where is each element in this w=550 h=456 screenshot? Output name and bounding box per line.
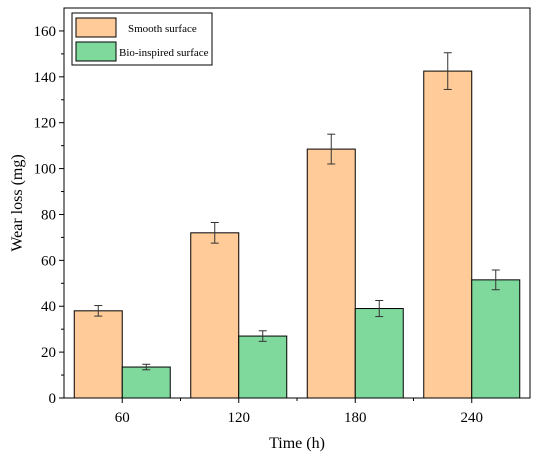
bars-layer [73,70,521,399]
error-bar-series-0-cat-1 [210,222,219,244]
error-bar-series-1-cat-3 [491,269,500,291]
legend: Smooth surface Bio-inspired surface [71,12,213,66]
y-tick-label: 40 [41,299,56,315]
x-tick-label: 180 [344,410,367,426]
y-axis-title: Wear loss (mg) [9,154,26,251]
error-bar-series-1-cat-0 [142,363,151,371]
y-tick-label: 20 [41,345,56,361]
x-axis-title: Time (h) [269,435,325,452]
legend-label-bio: Bio-inspired surface [119,47,209,59]
bar-series-1-cat-2 [354,308,404,399]
legend-swatch-smooth [75,17,117,38]
y-tick-label: 0 [49,391,57,407]
bar-series-0-cat-3 [423,70,473,399]
x-tick-label: 120 [228,410,251,426]
bar-series-1-cat-1 [238,335,288,399]
x-tick-label: 60 [115,410,130,426]
error-bar-series-0-cat-2 [327,133,336,165]
y-tick-label: 160 [34,24,57,40]
error-bars-layer [94,52,500,371]
x-tick-label: 240 [461,410,484,426]
bar-series-1-cat-0 [121,366,171,399]
y-tick-label: 140 [34,70,57,86]
error-bar-series-0-cat-3 [443,52,452,90]
error-bar-series-0-cat-0 [94,305,103,317]
bar-series-0-cat-0 [73,310,123,399]
y-tick-label: 60 [41,253,56,269]
y-tick-label: 100 [34,162,57,178]
bar-series-0-cat-1 [190,232,240,399]
bar-series-0-cat-2 [306,148,356,399]
y-tick-label: 120 [34,116,57,132]
y-tick-label: 80 [41,207,56,223]
error-bar-series-1-cat-2 [375,300,384,318]
legend-swatch-bio [75,41,117,62]
legend-label-smooth: Smooth surface [128,23,197,35]
error-bar-series-1-cat-1 [258,330,267,342]
bar-series-1-cat-3 [471,279,521,399]
axes-layer: 0 20 40 60 80 100 120 140 160 60 120 180 240 [34,24,484,426]
